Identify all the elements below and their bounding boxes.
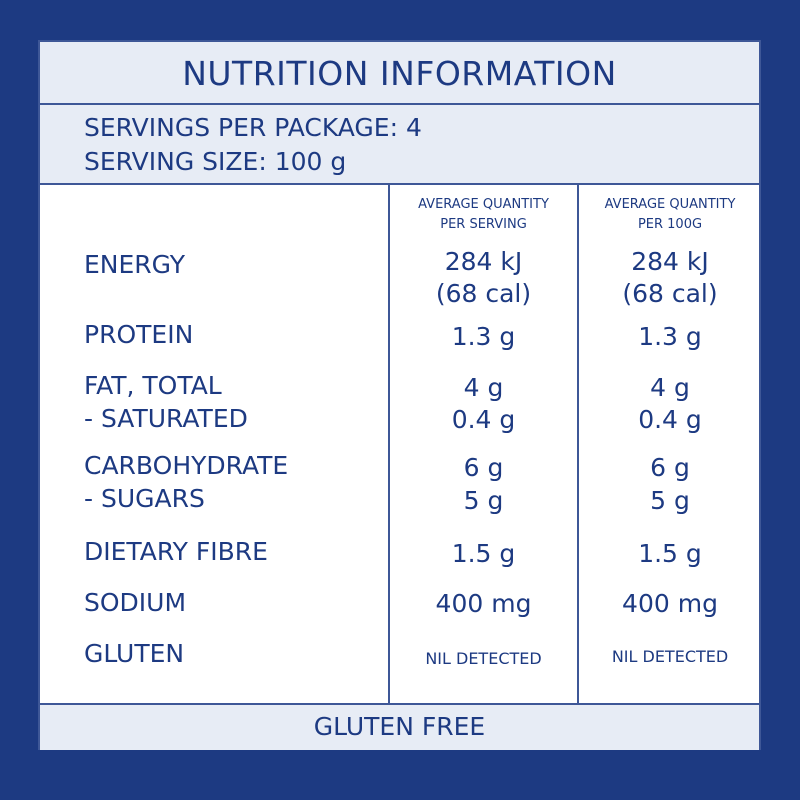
- row-label-energy: ENERGY: [84, 250, 186, 279]
- servings-per-package: SERVINGS PER PACKAGE: 4: [84, 113, 422, 142]
- fat-total-per-100g: 4 g: [650, 373, 690, 402]
- row-label-dietary-fibre: DIETARY FIBRE: [84, 537, 268, 566]
- sodium-per-100g: 400 mg: [622, 589, 718, 618]
- saturated-per-serving: 0.4 g: [451, 405, 516, 434]
- servings-info: SERVINGS PER PACKAGE: 4 SERVING SIZE: 10…: [40, 105, 759, 185]
- dietary-fibre-per-serving: 1.5 g: [451, 539, 516, 568]
- dietary-fibre-per-100g: 1.5 g: [638, 539, 702, 568]
- row-label-protein: PROTEIN: [84, 320, 194, 349]
- gluten-per-serving: NIL DETECTED: [425, 649, 542, 668]
- sodium-per-serving: 400 mg: [435, 589, 532, 618]
- carbohydrate-per-100g: 6 g: [650, 453, 690, 482]
- panel-title: NUTRITION INFORMATION: [40, 42, 759, 105]
- column-header-per-serving: AVERAGE QUANTITY PER SERVING: [418, 197, 549, 232]
- column-header-per-100g: AVERAGE QUANTITY PER 100G: [604, 197, 736, 232]
- protein-per-100g: 1.3 g: [638, 322, 702, 351]
- row-label-fat-total: FAT, TOTAL: [84, 371, 222, 400]
- energy-per-100g: 284 kJ (68 cal): [622, 247, 718, 308]
- column-divider: [577, 185, 579, 703]
- row-label-saturated: - SATURATED: [84, 404, 248, 433]
- carbohydrate-per-serving: 6 g: [463, 453, 504, 482]
- sugars-per-serving: 5 g: [463, 486, 504, 515]
- fat-total-per-serving: 4 g: [463, 373, 504, 402]
- serving-size: SERVING SIZE: 100 g: [84, 147, 347, 176]
- protein-per-serving: 1.3 g: [451, 322, 516, 351]
- gluten-free-banner: GLUTEN FREE: [40, 703, 759, 750]
- column-divider: [388, 185, 390, 703]
- nutrition-panel: NUTRITION INFORMATION SERVINGS PER PACKA…: [38, 40, 761, 750]
- gluten-per-100g: NIL DETECTED: [611, 647, 729, 666]
- energy-per-serving: 284 kJ (68 cal): [435, 247, 532, 308]
- row-label-sodium: SODIUM: [84, 588, 187, 617]
- saturated-per-100g: 0.4 g: [638, 405, 702, 434]
- sugars-per-100g: 5 g: [650, 486, 690, 515]
- row-label-gluten: GLUTEN: [84, 639, 185, 668]
- row-label-carbohydrate: CARBOHYDRATE: [84, 451, 289, 480]
- row-label-sugars: - SUGARS: [84, 484, 205, 513]
